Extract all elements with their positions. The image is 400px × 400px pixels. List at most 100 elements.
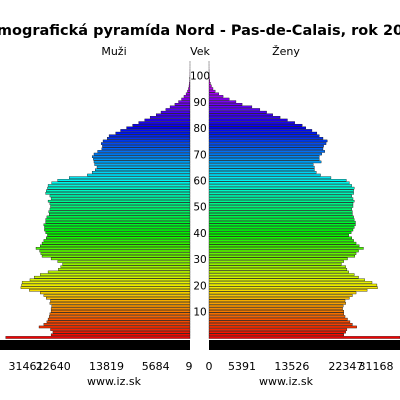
female-bar-age-49 xyxy=(208,207,352,211)
male-bar-age-23 xyxy=(34,275,191,279)
male-bar-age-34 xyxy=(35,247,191,250)
female-bar-age-34 xyxy=(208,247,364,250)
female-bar-age-44 xyxy=(208,220,356,224)
male-bar-age-11 xyxy=(50,307,191,310)
female-bar-age-52 xyxy=(208,199,355,203)
male-bar-age-19 xyxy=(20,286,191,289)
female-bar-age-32 xyxy=(208,252,357,255)
male-bar-age-17 xyxy=(40,291,191,295)
footer-right: www.iz.sk xyxy=(259,375,314,388)
male-bar-age-86 xyxy=(160,110,191,114)
female-bar-age-85 xyxy=(208,113,273,117)
female-bar-age-95 xyxy=(208,87,214,90)
male-bar-age-64 xyxy=(95,168,191,172)
male-bar-age-20 xyxy=(21,283,191,287)
female-bar-age-63 xyxy=(208,171,317,174)
age-tick-20: 20 xyxy=(193,280,206,292)
chart-title: demografická pyramída Nord - Pas-de-Cala… xyxy=(0,23,400,39)
female-bar-age-77 xyxy=(208,134,320,137)
male-bar-age-15 xyxy=(46,296,191,300)
female-bar-age-71 xyxy=(208,150,325,153)
left-tick-22640: 22640 xyxy=(36,360,71,373)
male-bar-age-91 xyxy=(181,97,191,101)
male-bar-age-31 xyxy=(41,254,191,258)
male-bar-age-30 xyxy=(50,257,191,261)
female-bar-age-12 xyxy=(208,304,344,308)
male-bar-age-45 xyxy=(45,218,191,221)
age-axis-labels: 10 20 30 40 50 60 70 80 90 100 xyxy=(190,71,210,319)
left-tick-31461: 31461 xyxy=(9,360,44,373)
male-bar-age-32 xyxy=(40,252,191,255)
female-bar-age-41 xyxy=(208,228,354,232)
female-bars xyxy=(208,61,400,339)
female-bar-age-54 xyxy=(208,194,352,198)
right-tick-13526: 13526 xyxy=(274,360,309,373)
male-bar-age-35 xyxy=(40,244,191,248)
female-bar-age-8 xyxy=(208,315,346,318)
female-bar-age-40 xyxy=(208,231,352,234)
female-bar-age-87 xyxy=(208,108,261,111)
male-bar-age-84 xyxy=(149,116,191,119)
left-tick-9: 9 xyxy=(186,360,193,373)
female-bar-age-43 xyxy=(208,223,356,227)
female-bar-age-76 xyxy=(208,137,324,140)
right-tick-5391: 5391 xyxy=(228,360,256,373)
male-bar-age-8 xyxy=(49,315,191,318)
female-bar-age-5 xyxy=(208,323,353,326)
female-bar-age-67 xyxy=(208,160,322,164)
female-bar-age-3 xyxy=(208,328,348,331)
male-bar-age-46 xyxy=(46,215,191,219)
female-bar-age-46 xyxy=(208,215,354,219)
male-bar-age-28 xyxy=(62,262,191,266)
female-bar-age-96 xyxy=(208,84,212,88)
male-bar-age-87 xyxy=(165,108,191,111)
male-bar-age-39 xyxy=(47,234,191,237)
female-bar-age-84 xyxy=(208,116,281,119)
female-bar-age-10 xyxy=(208,310,344,313)
male-bar-age-49 xyxy=(49,207,191,211)
female-bar-age-98 xyxy=(208,79,210,82)
male-bar-age-54 xyxy=(49,194,191,198)
left-tick-13819: 13819 xyxy=(89,360,124,373)
female-bar-age-61 xyxy=(208,176,332,179)
male-bar-age-2 xyxy=(52,330,191,334)
female-bar-age-42 xyxy=(208,226,355,229)
male-bar-age-69 xyxy=(91,155,191,158)
female-bar-age-29 xyxy=(208,260,344,263)
female-bar-age-26 xyxy=(208,268,348,271)
female-bar-age-92 xyxy=(208,95,224,98)
left-baseline-bar xyxy=(0,340,190,350)
female-bar-age-28 xyxy=(208,262,342,266)
male-bar-age-62 xyxy=(87,173,191,177)
female-bar-age-31 xyxy=(208,254,356,258)
female-bar-age-69 xyxy=(208,155,320,158)
male-bar-age-65 xyxy=(96,165,191,169)
female-bar-age-33 xyxy=(208,249,359,253)
female-bar-age-13 xyxy=(208,302,346,305)
male-bar-age-89 xyxy=(174,103,191,106)
footer-left: www.iz.sk xyxy=(87,375,142,388)
female-bar-age-79 xyxy=(208,129,313,132)
male-bar-age-92 xyxy=(183,95,191,98)
female-bar-age-1 xyxy=(208,333,344,337)
male-bar-age-24 xyxy=(40,273,191,276)
female-bar-age-68 xyxy=(208,158,320,161)
male-bar-age-12 xyxy=(51,304,191,308)
male-bar-age-77 xyxy=(108,134,191,137)
female-bar-age-9 xyxy=(208,312,344,316)
female-bar-age-16 xyxy=(208,294,353,297)
female-bar-age-57 xyxy=(208,186,355,190)
female-bar-age-23 xyxy=(208,275,359,279)
male-bar-age-66 xyxy=(94,163,191,166)
female-bar-age-91 xyxy=(208,97,230,101)
male-bar-age-55 xyxy=(45,192,191,195)
female-bar-age-93 xyxy=(208,92,219,96)
female-bar-age-73 xyxy=(208,144,324,148)
female-bar-age-86 xyxy=(208,110,267,114)
male-bar-age-96 xyxy=(188,84,191,88)
male-bar-age-83 xyxy=(144,118,191,122)
male-bar-age-78 xyxy=(115,131,191,135)
